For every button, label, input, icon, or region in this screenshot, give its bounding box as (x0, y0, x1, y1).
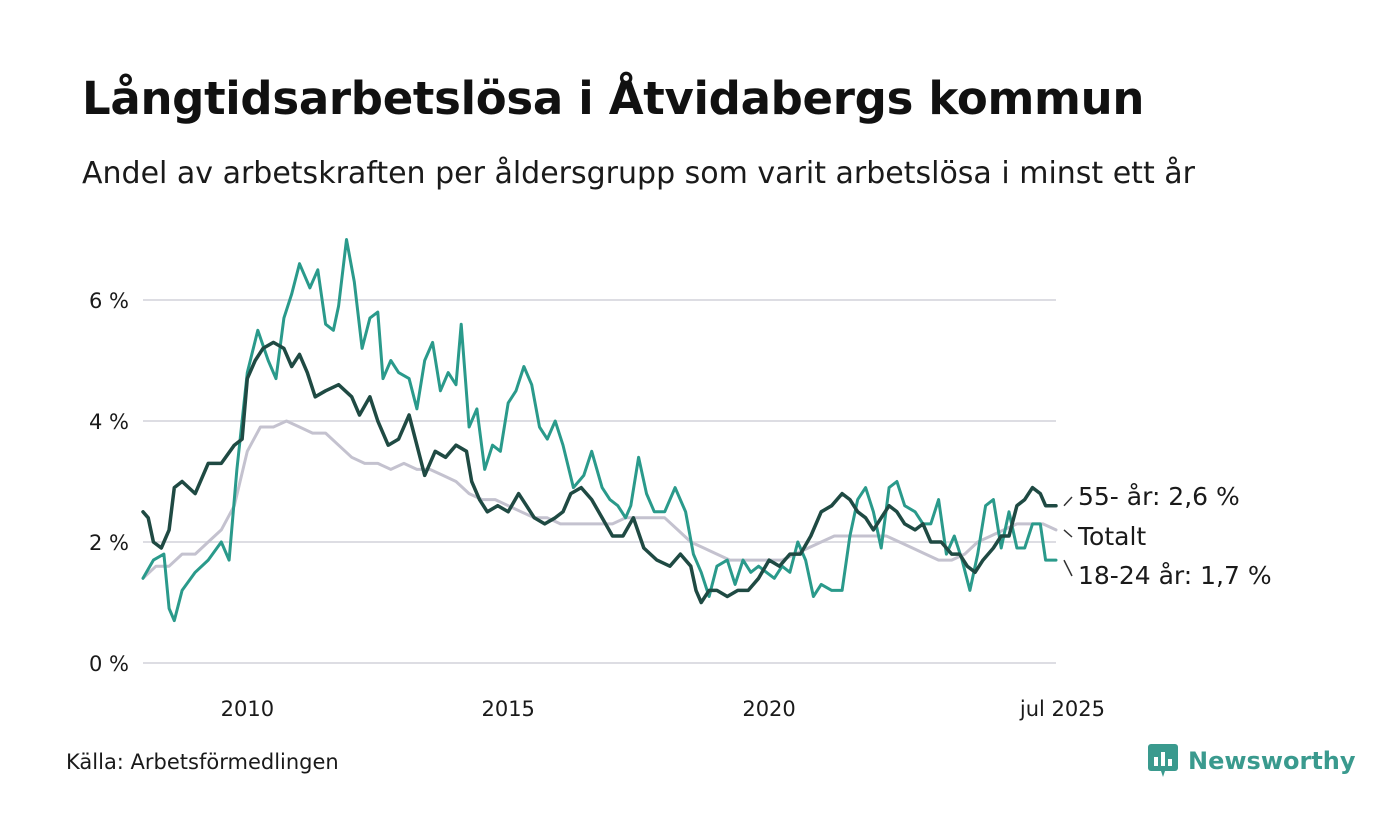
chart-subtitle: Andel av arbetskraften per åldersgrupp s… (82, 156, 1195, 191)
series-lines (141, 238, 1058, 623)
chart-title: Långtidsarbetslösa i Åtvidabergs kommun (82, 72, 1145, 125)
y-tick-label: 0 % (89, 652, 129, 676)
y-tick-label: 6 % (89, 289, 129, 313)
x-tick-label: jul 2025 (1019, 697, 1105, 721)
label-leader-2 (1063, 496, 1073, 507)
source-note: Källa: Arbetsförmedlingen (66, 750, 339, 774)
series-end-labels: Totalt 18-24 år: 1,7 % 55- år: 2,6 % (1063, 482, 1272, 590)
label-leader-0 (1063, 529, 1073, 538)
series-end-label: 55- år: 2,6 % (1078, 482, 1240, 511)
series-line-0 (141, 419, 1058, 580)
x-tick-label: 2010 (221, 697, 274, 721)
series-end-label: Totalt (1077, 522, 1146, 551)
series-line-2 (141, 340, 1058, 605)
y-axis-ticks: 0 % 2 % 4 % 6 % (89, 289, 129, 676)
brand-logo: Newsworthy (1148, 744, 1356, 778)
x-tick-label: 2015 (481, 697, 534, 721)
y-tick-label: 4 % (89, 410, 129, 434)
gridlines (143, 299, 1056, 664)
label-leader-1 (1063, 559, 1073, 577)
series-line-1 (141, 238, 1058, 623)
x-axis-ticks: 2010 2015 2020 jul 2025 (221, 697, 1105, 721)
newsworthy-logo-icon (1148, 744, 1178, 777)
y-tick-label: 2 % (89, 531, 129, 555)
series-end-label: 18-24 år: 1,7 % (1078, 561, 1272, 590)
brand-name: Newsworthy (1188, 747, 1356, 775)
x-tick-label: 2020 (742, 697, 795, 721)
